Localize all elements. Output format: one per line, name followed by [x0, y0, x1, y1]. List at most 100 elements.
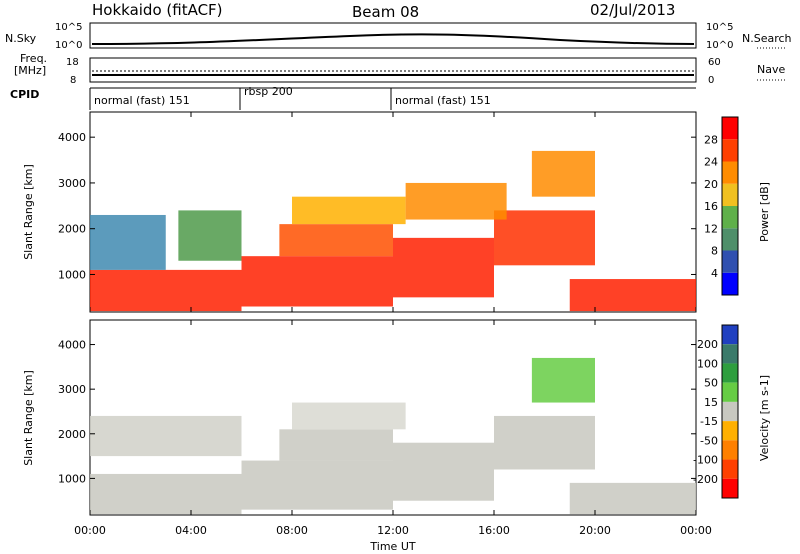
nsky-tick-bottom: 10^0 — [55, 40, 82, 51]
power-echo-region-10 — [405, 182, 507, 220]
cpid-segment-2: rbsp 200 — [244, 85, 293, 98]
power-y-axis: 1000 2000 3000 4000 — [58, 131, 696, 281]
velocity-colorbar-swatch-8 — [722, 478, 738, 498]
nave-label: Nave — [757, 63, 785, 76]
cpid-segment-1: normal (fast) 151 — [94, 94, 190, 107]
power-panel: 1000 2000 3000 4000 Slant Range [km] — [22, 111, 697, 313]
power-colorbar-frame — [721, 116, 739, 296]
power-echo-region-0 — [90, 269, 242, 312]
power-echo-region-6 — [494, 210, 595, 266]
velocity-echo-region-8 — [292, 402, 406, 430]
xtick-label-5: 20:00 — [579, 524, 611, 537]
time-axis: 00:00 04:00 08:00 12:00 16:00 20:00 00:00 — [74, 112, 712, 537]
velocity-colorbar-frame — [721, 324, 739, 499]
velocity-echo-region-6 — [569, 482, 696, 515]
velocity-colorbar-tick-3: 15 — [704, 396, 718, 409]
power-echo-region-1 — [90, 214, 166, 270]
velocity-colorbar-swatch-6 — [722, 440, 738, 460]
velocity-echo-region-7 — [531, 357, 595, 403]
velocity-echo-region-3 — [279, 429, 393, 461]
power-echo-region-8 — [531, 150, 595, 197]
power-colorbar-swatch-1 — [722, 250, 738, 273]
nsky-label: N.Sky — [5, 32, 37, 45]
velocity-colorbar-swatch-5 — [722, 421, 738, 441]
velocity-colorbar-tick-0: 200 — [697, 338, 718, 351]
power-echo-region-5 — [393, 237, 494, 298]
velocity-colorbar-swatch-7 — [722, 459, 738, 479]
velocity-ytick-label-1: 2000 — [58, 428, 86, 441]
nsky-panel-frame — [89, 22, 697, 49]
power-echo-region-7 — [569, 279, 696, 312]
velocity-colorbar-label: Velocity [m s-1] — [758, 375, 771, 461]
power-colorbar-label: Power [dB] — [758, 182, 771, 242]
nsearch-label: N.Search — [742, 32, 792, 45]
power-colorbar-swatch-0 — [722, 272, 738, 295]
power-colorbar-tick-5: 24 — [704, 156, 718, 169]
power-ytick-label-3: 4000 — [58, 131, 86, 144]
nave-tick-top: 60 — [708, 57, 721, 68]
velocity-colorbar-swatch-1 — [722, 344, 738, 364]
xtick-label-6: 00:00 — [680, 524, 712, 537]
nsearch-tick-bottom: 10^0 — [706, 40, 733, 51]
nsky-trace — [91, 33, 695, 45]
power-echo-region-4 — [279, 224, 393, 257]
power-colorbar-tick-6: 28 — [704, 133, 718, 146]
power-colorbar-swatch-6 — [722, 139, 738, 162]
freq-tick-top: 18 — [66, 57, 79, 68]
power-ytick-label-0: 1000 — [58, 268, 86, 281]
velocity-colorbar-tick-1: 100 — [697, 357, 718, 370]
freq-label: Freq. — [20, 52, 47, 65]
velocity-ylabel: Slant Range [km] — [22, 370, 35, 466]
velocity-echo-region-1 — [90, 415, 242, 457]
power-echo-region-3 — [241, 256, 393, 307]
power-echo-region-2 — [178, 210, 242, 261]
power-colorbar-tick-0: 4 — [711, 267, 718, 280]
velocity-panel: 1000 2000 3000 4000 Slant Range [km] — [22, 319, 697, 516]
velocity-ytick-label-0: 1000 — [58, 472, 86, 485]
power-ylabel: Slant Range [km] — [22, 164, 35, 260]
power-data-layer — [90, 150, 696, 312]
velocity-echo-region-4 — [393, 442, 494, 501]
power-colorbar: 4 8 12 16 20 24 28 — [704, 116, 739, 296]
power-ytick-label-1: 2000 — [58, 223, 86, 236]
velocity-data-layer — [90, 357, 696, 515]
velocity-colorbar-tick-6: -100 — [693, 454, 718, 467]
power-colorbar-tick-4: 20 — [704, 178, 718, 191]
cpid-segment-3: normal (fast) 151 — [395, 94, 491, 107]
power-colorbar-swatch-7 — [722, 117, 738, 140]
velocity-echo-region-0 — [90, 473, 242, 515]
velocity-ytick-label-3: 4000 — [58, 339, 86, 352]
date-title: 02/Jul/2013 — [590, 1, 675, 19]
power-echo-region-9 — [292, 196, 406, 225]
xtick-label-3: 12:00 — [377, 524, 409, 537]
velocity-colorbar-tick-7: -200 — [693, 473, 718, 486]
velocity-ytick-label-2: 3000 — [58, 383, 86, 396]
velocity-echo-region-5 — [494, 415, 595, 470]
velocity-colorbar-swatch-2 — [722, 363, 738, 383]
power-colorbar-tick-3: 16 — [704, 200, 718, 213]
velocity-colorbar-tick-5: -50 — [700, 434, 718, 447]
cpid-label: CPID — [10, 88, 39, 101]
power-ytick-label-2: 3000 — [58, 177, 86, 190]
velocity-colorbar: 200 100 50 15 -15 -50 -100 -200 — [693, 324, 739, 499]
nave-tick-bottom: 0 — [708, 75, 714, 86]
beam-title: Beam 08 — [352, 3, 419, 21]
power-colorbar-swatch-5 — [722, 161, 738, 184]
freq-panel-frame — [89, 57, 697, 83]
xtick-label-1: 04:00 — [175, 524, 207, 537]
velocity-colorbar-swatch-0 — [722, 325, 738, 345]
xtick-label-0: 00:00 — [74, 524, 106, 537]
time-axis-label: Time UT — [369, 540, 415, 553]
xtick-label-2: 08:00 — [276, 524, 308, 537]
power-colorbar-swatch-2 — [722, 228, 738, 251]
velocity-colorbar-tick-4: -15 — [700, 415, 718, 428]
radar-title: Hokkaido (fitACF) — [92, 1, 223, 19]
freq-unit: [MHz] — [14, 64, 46, 77]
nsky-tick-top: 10^5 — [55, 22, 82, 33]
freq-tick-bottom: 8 — [70, 75, 76, 86]
nsearch-tick-top: 10^5 — [706, 22, 733, 33]
power-colorbar-swatch-3 — [722, 206, 738, 229]
velocity-colorbar-tick-2: 50 — [704, 377, 718, 390]
